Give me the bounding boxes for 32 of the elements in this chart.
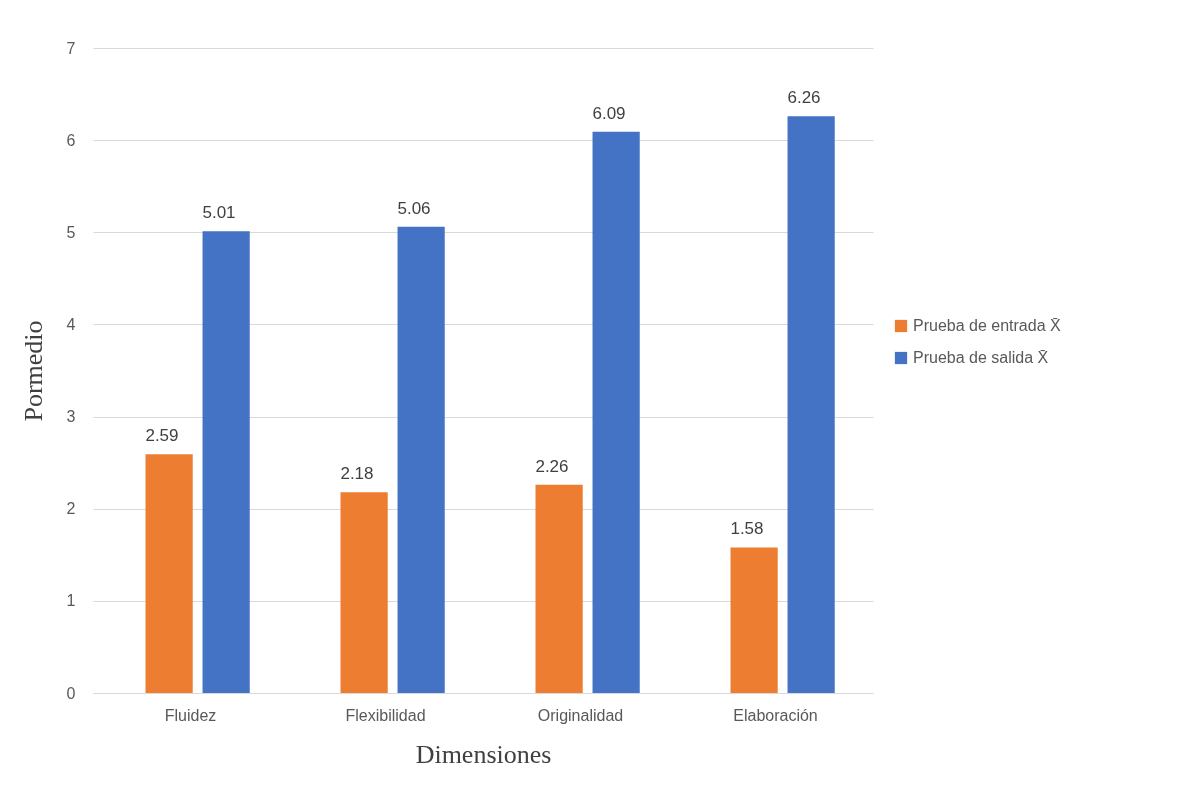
data-label: 2.59 (145, 426, 179, 446)
data-label: 1.58 (730, 519, 764, 539)
bar (397, 226, 445, 693)
y-tick-label: 6 (66, 131, 76, 149)
bar (340, 492, 388, 693)
data-label: 5.01 (202, 203, 236, 223)
bar (145, 454, 193, 693)
y-tick-label: 0 (66, 684, 76, 702)
y-tick-label: 2 (66, 500, 76, 518)
y-axis-title: Pormedio (18, 320, 48, 422)
x-tick-label: Flexibilidad (345, 706, 426, 724)
x-tick-label: Fluidez (164, 706, 217, 724)
legend-label: Prueba de salida X̄ (913, 349, 1049, 366)
bar (730, 547, 778, 693)
legend-label: Prueba de entrada X̄ (913, 317, 1061, 334)
data-label: 2.26 (535, 456, 569, 476)
bar (592, 131, 640, 693)
y-tick-label: 5 (66, 223, 76, 241)
y-tick-label: 4 (66, 315, 76, 333)
x-tick-label: Originalidad (537, 706, 624, 724)
bar (787, 116, 835, 693)
y-tick-label: 1 (66, 592, 76, 610)
data-label: 6.26 (787, 88, 821, 108)
data-label: 5.06 (397, 198, 431, 218)
data-label: 6.09 (592, 103, 626, 123)
x-axis-title: Dimensiones (415, 739, 552, 769)
bar (202, 231, 250, 693)
bar (535, 484, 583, 693)
x-tick-label: Elaboración (733, 706, 818, 724)
data-label: 2.18 (340, 464, 374, 484)
y-tick-label: 7 (66, 39, 76, 57)
y-tick-label: 3 (66, 408, 76, 426)
